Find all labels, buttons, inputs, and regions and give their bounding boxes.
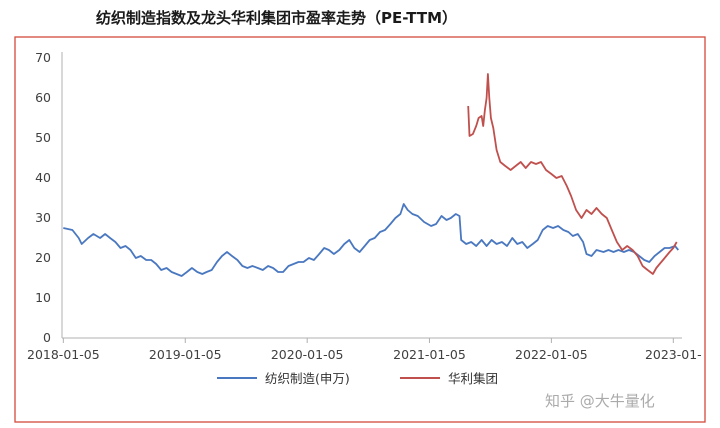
legend-label: 华利集团 [448, 371, 498, 386]
y-tick-label: 10 [35, 290, 51, 305]
x-tick-label: 2023-01- [645, 347, 702, 362]
series-line-2 [467, 73, 678, 275]
x-tick-label: 2018-01-05 [27, 347, 100, 362]
y-tick-label: 60 [35, 90, 51, 105]
x-axis: 2018-01-05 2019-01-05 2020-01-05 2021-01-05… [27, 337, 702, 362]
chart-frame [14, 36, 706, 423]
y-tick-label: 70 [35, 50, 51, 65]
x-tick-label: 2019-01-05 [149, 347, 222, 362]
y-tick-label: 40 [35, 170, 51, 185]
x-tick-label: 2022-01-05 [515, 347, 588, 362]
y-tick-label: 50 [35, 130, 51, 145]
series-group [63, 73, 679, 277]
x-tick-label: 2021-01-05 [393, 347, 466, 362]
y-tick-label: 0 [43, 330, 51, 345]
watermark-text: 知乎 @大牛量化 [545, 392, 655, 410]
series-line-1 [63, 203, 679, 277]
chart-title: 纺织制造指数及龙头华利集团市盈率走势（PE-TTM） [96, 9, 457, 27]
y-tick-label: 30 [35, 210, 51, 225]
y-tick-label: 20 [35, 250, 51, 265]
legend-label: 纺织制造(申万) [265, 371, 350, 386]
legend: 纺织制造(申万) 华利集团 [217, 371, 498, 386]
x-tick-label: 2020-01-05 [271, 347, 344, 362]
y-axis: 0 10 20 30 40 50 60 70 [35, 50, 63, 345]
